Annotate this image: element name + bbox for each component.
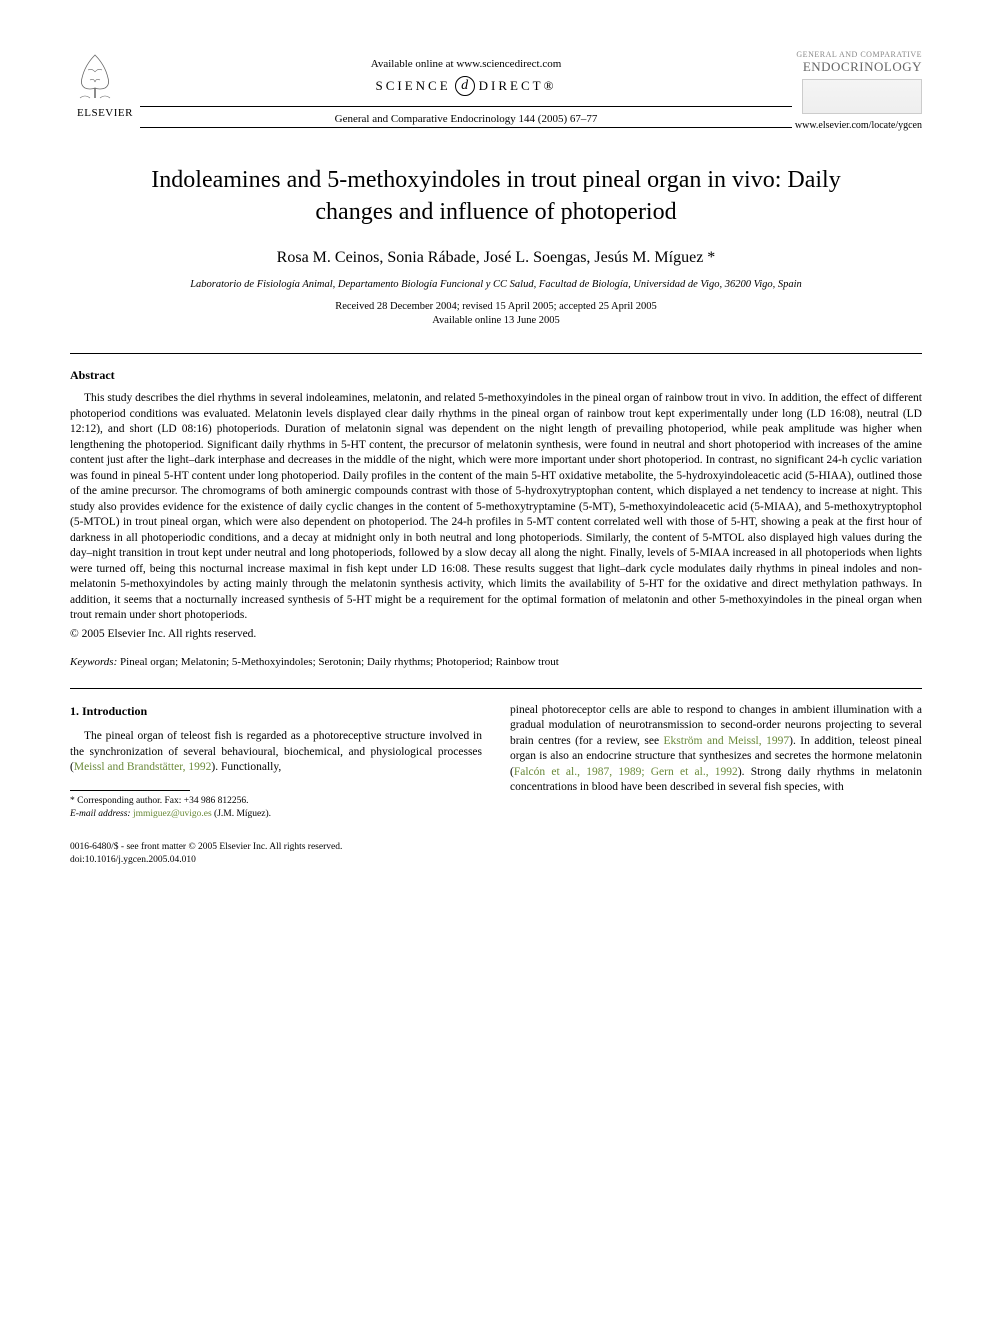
column-right: pineal photoreceptor cells are able to r… xyxy=(510,703,922,821)
column-left: 1. Introduction The pineal organ of tele… xyxy=(70,703,482,821)
journal-cover-line2: ENDOCRINOLOGY xyxy=(792,59,922,75)
footnote-divider xyxy=(70,790,190,791)
keywords-label: Keywords: xyxy=(70,656,117,668)
citation-link[interactable]: Falcón et al., 1987, 1989; Gern et al., … xyxy=(514,766,738,778)
abstract-text: This study describes the diel rhythms in… xyxy=(70,391,922,624)
body-columns: 1. Introduction The pineal organ of tele… xyxy=(70,703,922,821)
email-attrib: (J.M. Míguez). xyxy=(214,809,271,819)
abstract-heading: Abstract xyxy=(70,368,922,383)
footnote-email: E-mail address: jmmiguez@uvigo.es (J.M. … xyxy=(70,808,482,821)
journal-cover-line1: GENERAL AND COMPARATIVE xyxy=(792,50,922,59)
intro-text-2: ). Functionally, xyxy=(211,761,281,773)
journal-cover-image xyxy=(802,79,922,114)
intro-para-right: pineal photoreceptor cells are able to r… xyxy=(510,703,922,796)
journal-reference: General and Comparative Endocrinology 14… xyxy=(140,113,792,125)
copyright-text: © 2005 Elsevier Inc. All rights reserved… xyxy=(70,628,922,640)
authors: Rosa M. Ceinos, Sonia Rábade, José L. So… xyxy=(70,249,922,267)
email-link[interactable]: jmmiguez@uvigo.es xyxy=(131,809,214,819)
header-center: Available online at www.sciencedirect.co… xyxy=(140,50,792,134)
journal-url: www.elsevier.com/locate/ygcen xyxy=(792,120,922,131)
abstract-divider-top xyxy=(70,353,922,354)
keywords-text: Pineal organ; Melatonin; 5-Methoxyindole… xyxy=(117,656,559,668)
citation-link[interactable]: Meissl and Brandstätter, 1992 xyxy=(74,761,212,773)
citation-link[interactable]: Ekström and Meissl, 1997 xyxy=(664,735,790,747)
publisher-logo: ELSEVIER xyxy=(70,50,140,130)
dates-line2: Available online 13 June 2005 xyxy=(70,314,922,329)
footer: 0016-6480/$ - see front matter © 2005 El… xyxy=(70,841,922,866)
sd-icon: d xyxy=(455,76,475,96)
intro-para-left: The pineal organ of teleost fish is rega… xyxy=(70,729,482,776)
footer-line2: doi:10.1016/j.ygcen.2005.04.010 xyxy=(70,854,922,866)
footer-line1: 0016-6480/$ - see front matter © 2005 El… xyxy=(70,841,922,853)
elsevier-tree-icon xyxy=(70,50,120,100)
email-label: E-mail address: xyxy=(70,809,131,819)
intro-heading: 1. Introduction xyxy=(70,703,482,719)
journal-cover: GENERAL AND COMPARATIVE ENDOCRINOLOGY ww… xyxy=(792,50,922,131)
sd-right: DIRECT® xyxy=(479,78,557,94)
abstract-divider-bottom xyxy=(70,688,922,689)
publisher-name: ELSEVIER xyxy=(70,107,140,119)
keywords: Keywords: Pineal organ; Melatonin; 5-Met… xyxy=(70,656,922,668)
dates-line1: Received 28 December 2004; revised 15 Ap… xyxy=(70,300,922,315)
affiliation: Laboratorio de Fisiología Animal, Depart… xyxy=(70,279,922,290)
sd-left: SCIENCE xyxy=(376,78,451,94)
article-dates: Received 28 December 2004; revised 15 Ap… xyxy=(70,300,922,329)
available-online-text: Available online at www.sciencedirect.co… xyxy=(140,58,792,70)
header-divider-top xyxy=(140,106,792,107)
header-divider-bottom xyxy=(140,127,792,128)
science-direct-logo: SCIENCE d DIRECT® xyxy=(140,76,792,96)
article-title: Indoleamines and 5-methoxyindoles in tro… xyxy=(110,164,882,229)
header: ELSEVIER Available online at www.science… xyxy=(70,50,922,134)
footnote-corresponding: * Corresponding author. Fax: +34 986 812… xyxy=(70,795,482,808)
